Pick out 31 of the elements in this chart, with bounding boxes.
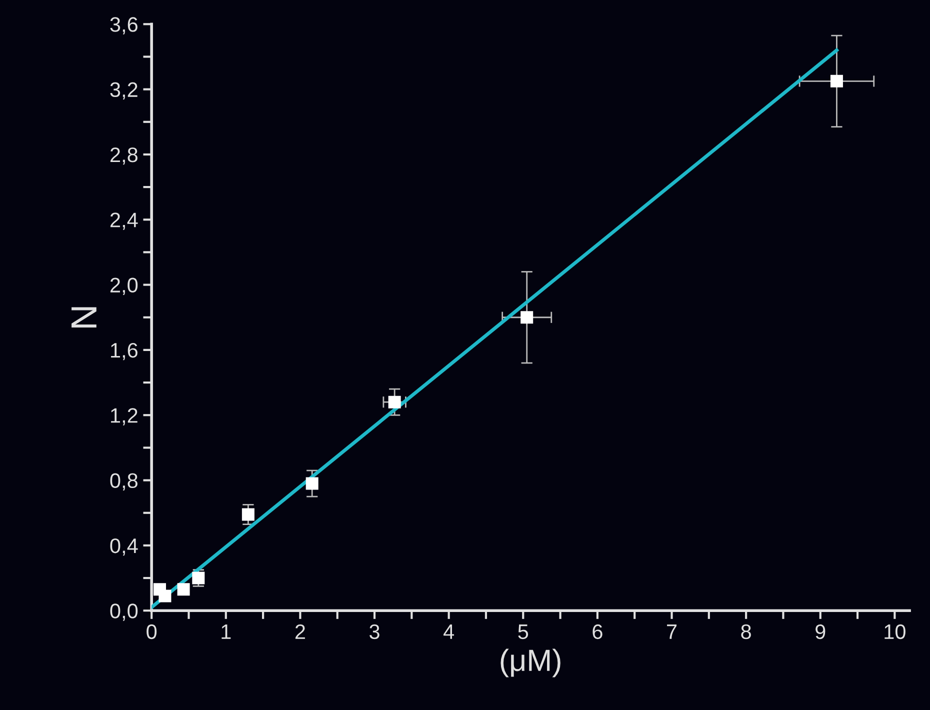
point (306, 477, 318, 490)
x-tick-label: 3 (370, 624, 380, 640)
y-tick-label: 0,4 (110, 538, 138, 556)
x-tick-label: 7 (667, 624, 676, 639)
x-tick-label: 0 (146, 624, 157, 640)
x-tick-label: 10 (884, 624, 906, 640)
y-tick-label: 0,8 (110, 473, 138, 490)
point (830, 74, 843, 88)
x-tick-label: 8 (741, 624, 751, 640)
x-tick-label: 5 (518, 624, 528, 640)
y-tick-label: 0,0 (110, 604, 138, 621)
point (192, 572, 205, 584)
x-axis-title: (μM) (500, 648, 560, 678)
y-tick-label: 1,2 (111, 408, 138, 426)
y-tick-label: 2,0 (110, 278, 138, 296)
y-tick-label: 2,8 (110, 147, 138, 165)
x-tick-label: 9 (816, 624, 826, 640)
point (242, 508, 254, 521)
point (177, 583, 190, 596)
point (388, 396, 401, 408)
y-tick-label: 3,6 (110, 17, 138, 34)
point (158, 590, 172, 602)
y-tick-label: 3,2 (110, 82, 138, 100)
y-tick-label: 1,6 (111, 342, 138, 360)
x-tick-label: 4 (444, 624, 454, 639)
point (520, 311, 534, 324)
x-tick-label: 6 (592, 624, 602, 640)
y-tick-label: 2,4 (110, 212, 138, 230)
x-tick-label: 1 (222, 624, 231, 639)
y-axis-title: N (72, 307, 96, 328)
x-tick-label: 2 (295, 624, 305, 639)
